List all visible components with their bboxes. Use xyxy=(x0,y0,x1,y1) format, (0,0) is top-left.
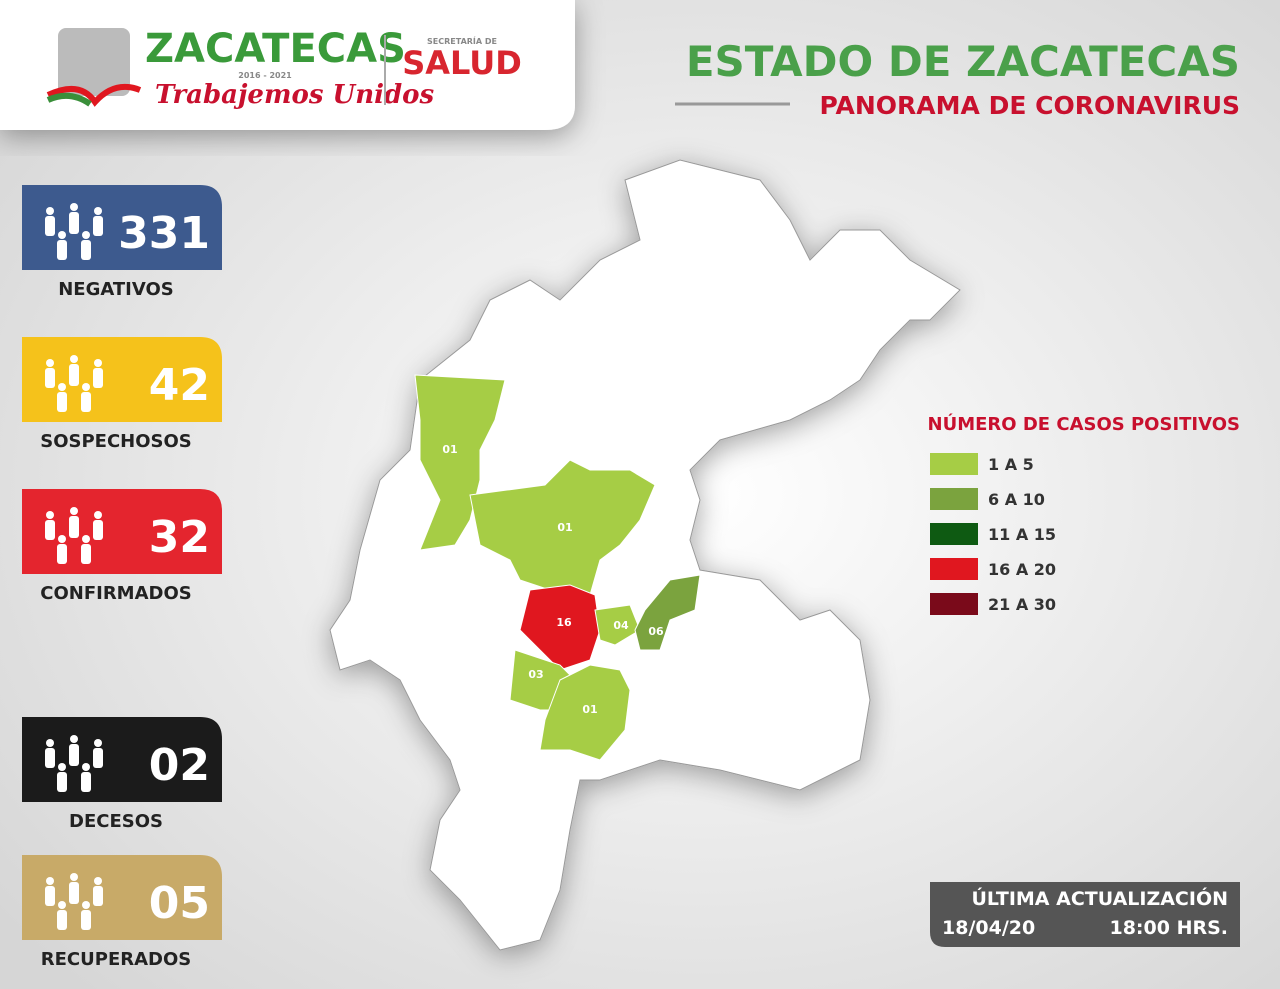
municipality-label: 01 xyxy=(582,703,597,716)
municipality-label: 01 xyxy=(557,521,572,534)
stat-value: 32 xyxy=(149,512,210,563)
state-map xyxy=(329,159,961,951)
municipality-label: 03 xyxy=(528,668,543,681)
state-outline xyxy=(329,159,961,951)
update-box: ÚLTIMA ACTUALIZACIÓN 18/04/20 18:00 HRS. xyxy=(930,882,1240,947)
stat-value: 02 xyxy=(149,740,210,791)
stat-label: RECUPERADOS xyxy=(41,949,191,970)
municipality xyxy=(469,459,656,596)
municipality xyxy=(594,604,641,646)
stat-label: SOSPECHOSOS xyxy=(40,431,192,452)
legend-swatch xyxy=(930,488,978,510)
years: 2016 - 2021 xyxy=(238,71,292,80)
legend-swatch xyxy=(930,558,978,580)
stat-label: DECESOS xyxy=(69,811,163,832)
legend-swatch xyxy=(930,593,978,615)
municipality xyxy=(634,574,701,651)
crest xyxy=(46,28,142,107)
stat-label: NEGATIVOS xyxy=(58,279,174,300)
update-title: ÚLTIMA ACTUALIZACIÓN xyxy=(971,886,1228,910)
legend-swatch xyxy=(930,453,978,475)
legend-title: NÚMERO DE CASOS POSITIVOS xyxy=(928,413,1240,435)
title: ESTADO DE ZACATECAS xyxy=(686,37,1240,86)
municipality-label: 16 xyxy=(556,616,572,629)
stat-cards: 331 NEGATIVOS 42 SOSPECHOSOS 32 CONFIRMADOS 02… xyxy=(22,185,222,970)
secretaria: SECRETARÍA DE xyxy=(427,35,497,46)
stat-value: 331 xyxy=(118,208,210,259)
update-date: 18/04/20 xyxy=(942,917,1035,939)
salud: SALUD xyxy=(402,44,522,82)
legend-label: 11 A 15 xyxy=(988,525,1056,544)
stat-value: 05 xyxy=(149,878,210,929)
subtitle: PANORAMA DE CORONAVIRUS xyxy=(820,91,1241,120)
legend: 1 A 5 6 A 10 11 A 15 16 A 20 21 A 30 xyxy=(930,453,1056,615)
brand: ZACATECAS xyxy=(145,26,406,72)
slogan: Trabajemos Unidos xyxy=(155,80,434,110)
legend-label: 6 A 10 xyxy=(988,490,1045,509)
legend-label: 21 A 30 xyxy=(988,595,1056,614)
municipality-label: 01 xyxy=(442,443,457,456)
stat-label: CONFIRMADOS xyxy=(40,583,191,604)
municipality-label: 06 xyxy=(648,625,664,638)
municipality xyxy=(519,584,601,671)
municipality xyxy=(539,664,631,761)
stat-value: 42 xyxy=(149,360,210,411)
legend-swatch xyxy=(930,523,978,545)
municipality-label: 04 xyxy=(613,619,629,632)
municipalities: 01 01 16 04 06 03 01 xyxy=(414,374,701,761)
update-time: 18:00 HRS. xyxy=(1109,917,1228,939)
legend-label: 1 A 5 xyxy=(988,455,1034,474)
legend-label: 16 A 20 xyxy=(988,560,1056,579)
header-panel xyxy=(0,0,575,130)
municipality xyxy=(414,374,506,551)
